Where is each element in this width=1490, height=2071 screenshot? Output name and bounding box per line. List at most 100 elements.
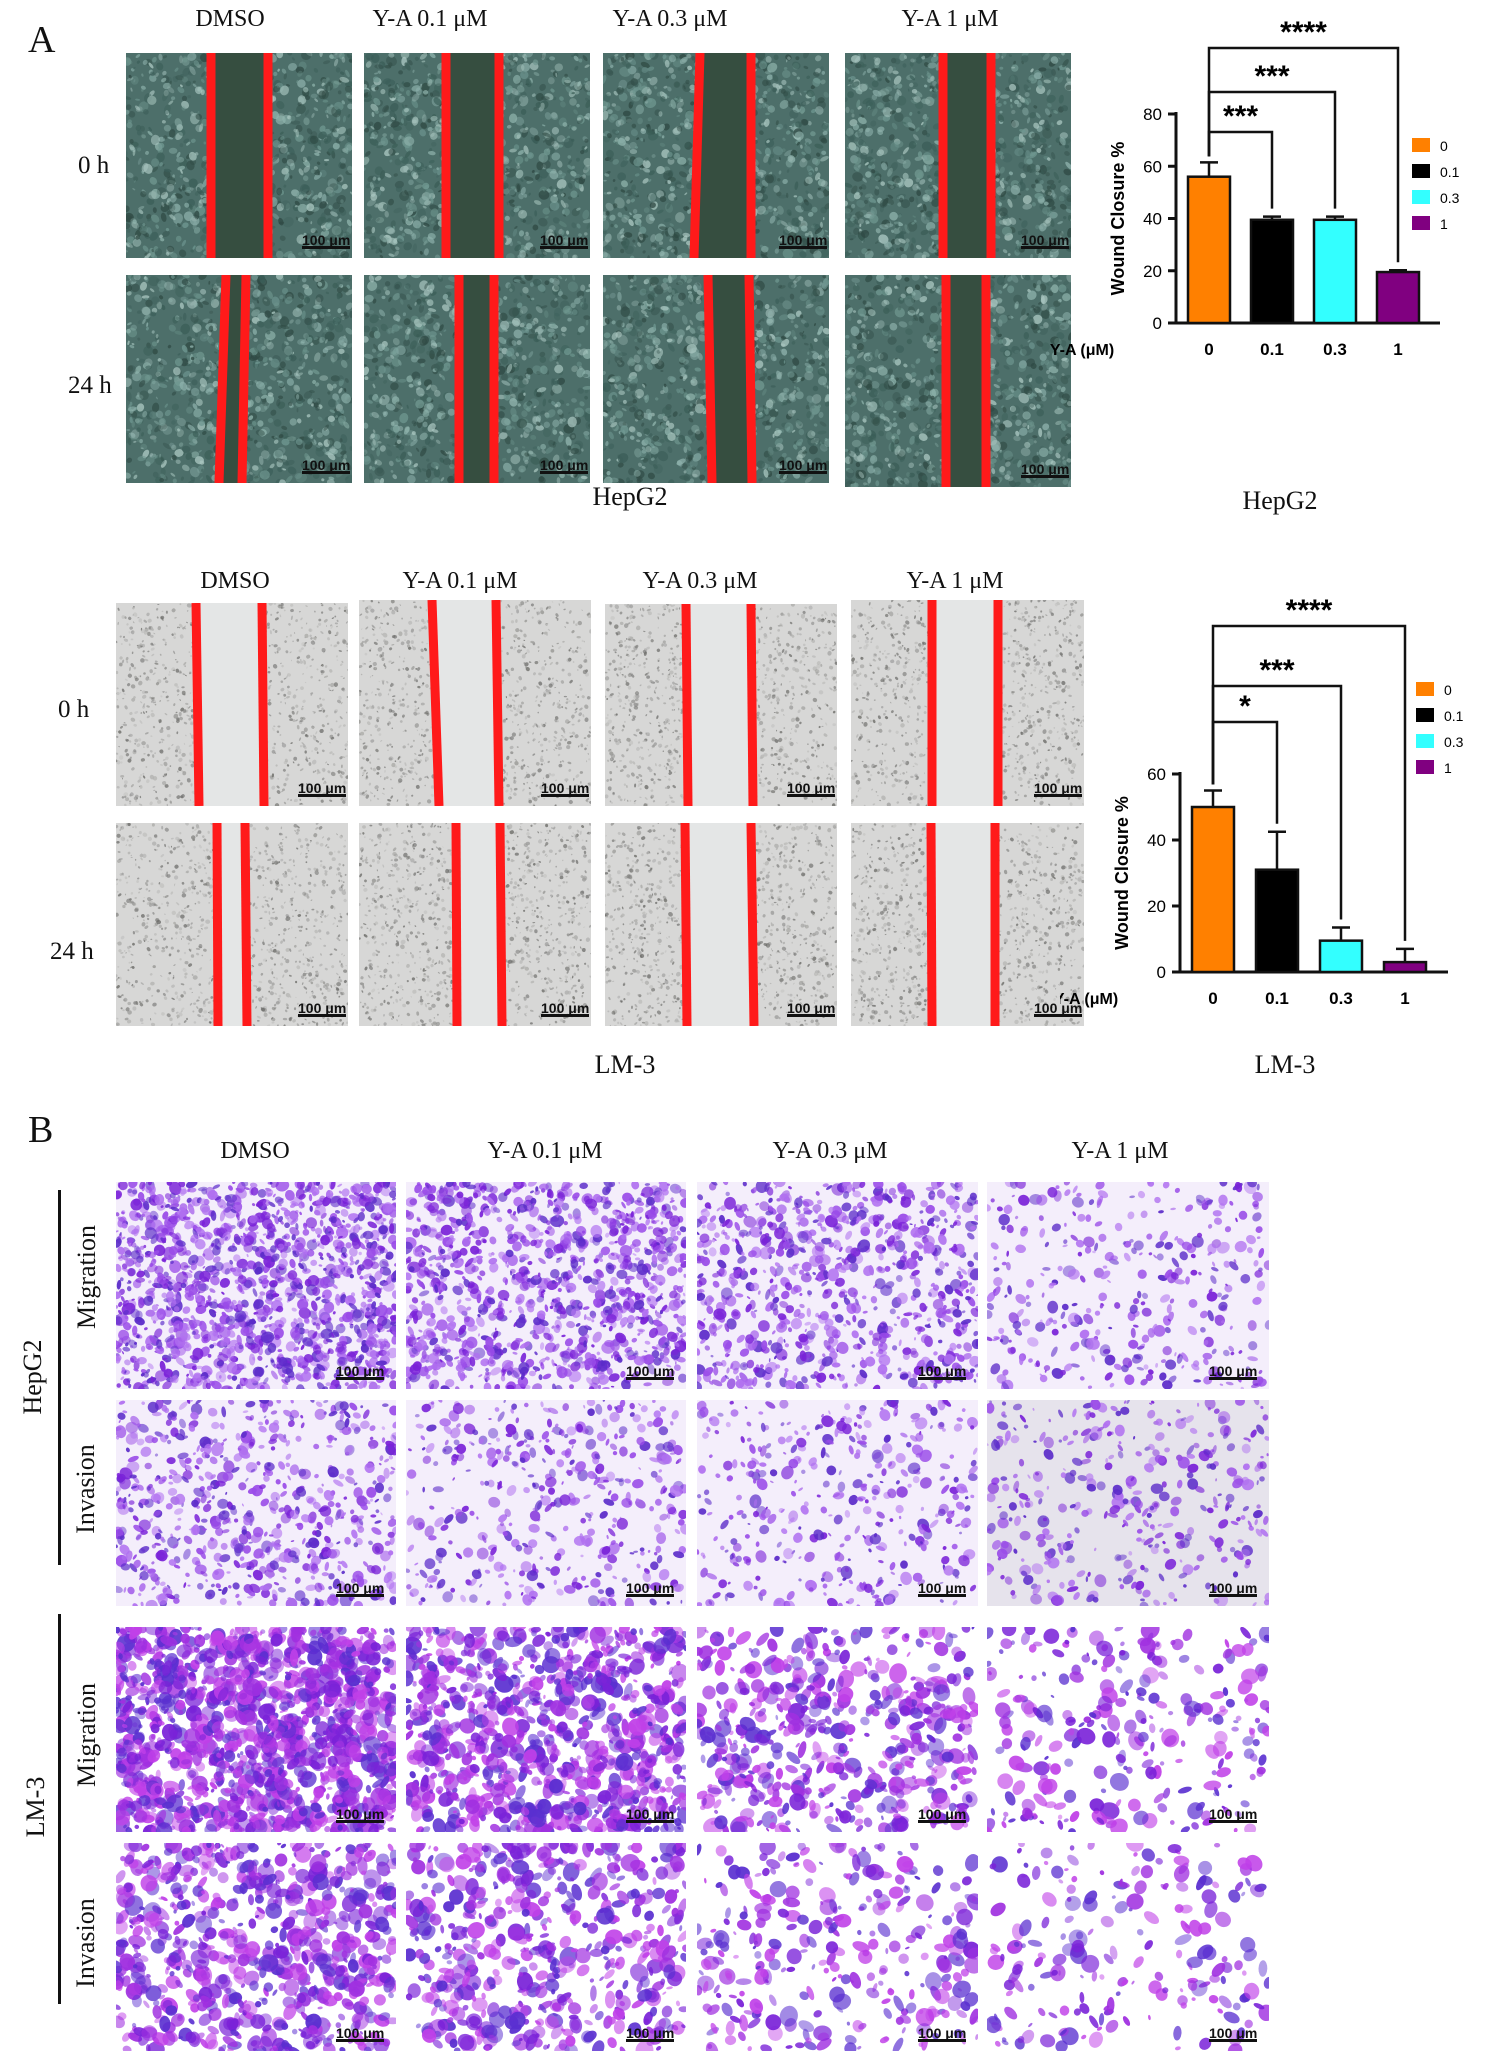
- wound-image-tile: 100 μm: [116, 823, 348, 1026]
- transwell-image-tile: 100 μm: [116, 1627, 396, 1832]
- bar-0: [1190, 805, 1236, 974]
- significance-stars: ****: [1280, 20, 1327, 49]
- x-tick-label: 1: [1393, 340, 1402, 359]
- y-tick-label: 40: [1143, 210, 1162, 229]
- legend-label: 0.3: [1444, 734, 1464, 750]
- bar-0: [1186, 175, 1232, 325]
- scale-bar-label: 100 μm: [1021, 232, 1069, 248]
- scale-bar-label: 100 μm: [779, 457, 827, 473]
- scale-bar: 100 μm: [779, 232, 828, 249]
- row-label-0h: 0 h: [78, 152, 109, 180]
- hepg2-invasion-label: Invasion: [71, 1429, 101, 1549]
- scale-bar-label: 100 μm: [626, 2025, 674, 2041]
- scale-bar-label: 100 μm: [336, 1363, 384, 1379]
- y-tick-label: 0: [1153, 314, 1162, 333]
- scale-bar-label: 100 μm: [298, 780, 346, 796]
- bar-1: [1382, 960, 1428, 974]
- transwell-image-tile: 100 μm: [116, 1400, 396, 1606]
- wound-image-tile: 100 μm: [364, 53, 590, 258]
- lm3-invasion-label: Invasion: [71, 1883, 101, 2003]
- significance-stars: ***: [1223, 100, 1258, 133]
- y-tick-label: 60: [1147, 765, 1166, 784]
- transwell-image-tile: 100 μm: [406, 1400, 686, 1606]
- scale-bar: 100 μm: [918, 1806, 967, 1823]
- x-tick-label: 0: [1204, 340, 1213, 359]
- bar-0.1: [1254, 868, 1300, 974]
- scale-bar-label: 100 μm: [918, 1363, 966, 1379]
- transwell-image-tile: 100 μm: [987, 1843, 1269, 2051]
- transwell-image-tile: 100 μm: [116, 1843, 396, 2051]
- lm3-row-label-24h: 24 h: [50, 938, 94, 966]
- transwell-image-tile: 100 μm: [697, 1400, 978, 1606]
- lm3-col-label-ya01: Y-A 0.1 μM: [360, 568, 560, 595]
- wound-image-tile: 100 μm: [851, 600, 1084, 806]
- scale-bar-label: 100 μm: [540, 232, 588, 248]
- legend-label: 0: [1444, 682, 1452, 698]
- panel-b-letter: B: [28, 1108, 53, 1152]
- y-axis-label: Wound Closure %: [1112, 796, 1132, 950]
- scale-bar-label: 100 μm: [1209, 1806, 1257, 1822]
- scale-bar-label: 100 μm: [302, 457, 350, 473]
- legend-label: 0.1: [1444, 708, 1464, 724]
- scale-bar-label: 100 μm: [336, 2025, 384, 2041]
- scale-bar: 100 μm: [298, 780, 347, 797]
- scale-bar: 100 μm: [302, 457, 351, 474]
- legend-swatch: [1412, 164, 1430, 178]
- scale-bar: 100 μm: [1034, 1000, 1083, 1017]
- wound-image-tile: 100 μm: [603, 275, 829, 483]
- scale-bar-label: 100 μm: [336, 1580, 384, 1596]
- lm3-group-bracket: [58, 1614, 61, 2004]
- transwell-image-tile: 100 μm: [697, 1627, 978, 1832]
- wound-image-tile: 100 μm: [603, 53, 829, 258]
- scale-bar-label: 100 μm: [1034, 1000, 1082, 1016]
- wound-image-tile: 100 μm: [364, 275, 590, 483]
- legend-swatch: [1412, 190, 1430, 204]
- transwell-image-tile: 100 μm: [116, 1182, 396, 1389]
- b-col-label-ya01: Y-A 0.1 μM: [445, 1138, 645, 1165]
- significance-stars: ***: [1254, 60, 1289, 93]
- scale-bar-label: 100 μm: [302, 232, 350, 248]
- x-tick-label: 0.3: [1329, 989, 1353, 1008]
- scale-bar-label: 100 μm: [541, 1000, 589, 1016]
- lm3-col-label-ya1: Y-A 1 μM: [855, 568, 1055, 595]
- col-label-ya03: Y-A 0.3 μM: [570, 6, 770, 33]
- hepg2-wound-closure-chart: 0 20 40 60 80 Wound Closure % Y-A (μM) 0 0.1 0.3 1…: [1050, 20, 1460, 359]
- scale-bar-label: 100 μm: [336, 1806, 384, 1822]
- significance-stars: ***: [1259, 654, 1294, 687]
- scale-bar-label: 100 μm: [626, 1363, 674, 1379]
- scale-bar: 100 μm: [626, 1806, 675, 1823]
- scale-bar: 100 μm: [1209, 1806, 1258, 1823]
- col-label-ya1: Y-A 1 μM: [850, 6, 1050, 33]
- wound-image-tile: 100 μm: [605, 823, 837, 1026]
- bar-0.1: [1249, 218, 1295, 325]
- scale-bar: 100 μm: [336, 1806, 385, 1823]
- wound-image-tile: 100 μm: [605, 604, 837, 806]
- x-tick-label: 0.1: [1265, 989, 1289, 1008]
- scale-bar-label: 100 μm: [626, 1580, 674, 1596]
- scale-bar: 100 μm: [626, 2025, 675, 2042]
- transwell-image-tile: 100 μm: [987, 1182, 1269, 1389]
- lm3-row-label-0h: 0 h: [58, 696, 89, 724]
- legend-swatch: [1416, 734, 1434, 748]
- scale-bar: 100 μm: [918, 1363, 967, 1380]
- scale-bar: 100 μm: [541, 780, 590, 797]
- y-tick-label: 40: [1147, 831, 1166, 850]
- wound-image-tile: 100 μm: [359, 600, 591, 806]
- significance-bracket: [1211, 624, 1407, 941]
- col-label-dmso: DMSO: [130, 6, 330, 33]
- y-tick-label: 20: [1147, 897, 1166, 916]
- scale-bar-label: 100 μm: [787, 780, 835, 796]
- legend-swatch: [1416, 682, 1434, 696]
- scale-bar: 100 μm: [540, 232, 589, 249]
- scale-bar: 100 μm: [779, 457, 828, 474]
- y-tick-label: 0: [1157, 963, 1166, 982]
- lm3-chart-caption: LM-3: [1185, 1050, 1385, 1080]
- lm3-wound-caption: LM-3: [525, 1050, 725, 1080]
- lm3-migration-label: Migration: [72, 1670, 102, 1800]
- legend-swatch: [1412, 138, 1430, 152]
- bar-0.3: [1312, 218, 1358, 325]
- x-tick-label: 0.3: [1323, 340, 1347, 359]
- wound-image-tile: 100 μm: [845, 53, 1071, 258]
- bar-1: [1375, 270, 1421, 325]
- significance-stars: *: [1239, 690, 1251, 723]
